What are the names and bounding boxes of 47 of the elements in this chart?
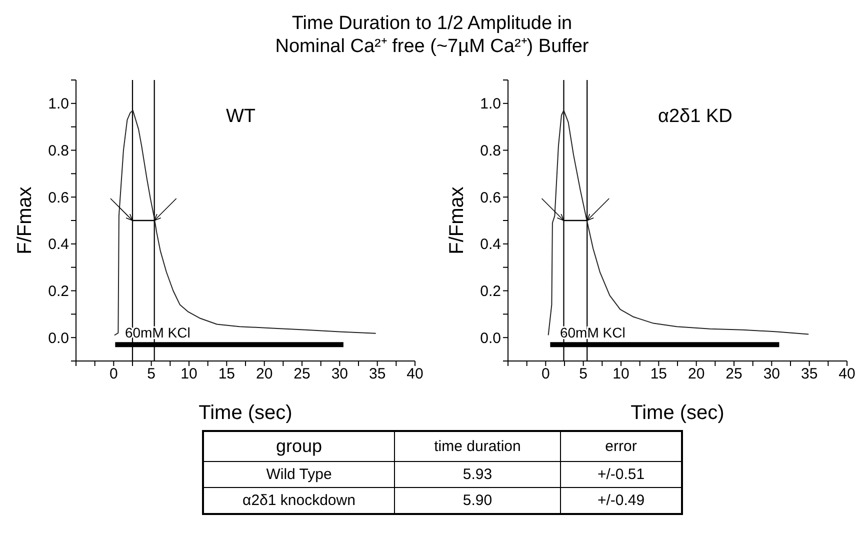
x-tick-label: 10: [180, 366, 198, 383]
y-tick-label: 0.6: [48, 189, 69, 206]
text: time duration: [394, 431, 560, 462]
y-tick-label: 0.6: [480, 189, 501, 206]
text: error: [560, 431, 682, 462]
y-tick-label: 0.0: [480, 330, 501, 347]
y-tick-label: 0.8: [480, 142, 501, 160]
x-tick-label: 5: [147, 366, 156, 383]
chart-subtitle: Nominal Ca²⁺ free (~7µM Ca²⁺) Buffer: [274, 35, 590, 58]
chart-title: Time Duration to 1/2 Amplitude in: [290, 12, 574, 35]
x-tick-label: 40: [406, 366, 424, 383]
x-tick-label: 20: [256, 366, 273, 383]
y-tick-label: 0.8: [48, 142, 69, 160]
x-tick-label: 35: [800, 366, 818, 383]
y-tick-label: 1.0: [48, 96, 69, 113]
x-tick-label: 40: [838, 366, 856, 383]
x-tick-label: 5: [579, 366, 588, 383]
x-tick-label: 25: [726, 366, 742, 383]
text: α2δ1 knockdown: [203, 488, 394, 514]
y-tick-label: 0.4: [48, 236, 69, 254]
x-tick-label: 25: [294, 366, 310, 383]
x-axis-title: Time (sec): [630, 402, 724, 424]
y-tick-label: 0.4: [480, 236, 501, 254]
x-tick-label: 30: [331, 366, 348, 383]
x-tick-label: 10: [612, 366, 630, 383]
x-tick-label: 15: [218, 366, 236, 383]
y-tick-label: 1.0: [480, 96, 501, 113]
text: 5.93: [394, 462, 560, 488]
annotation: α2δ1 KD: [658, 106, 732, 128]
annotation: WT: [226, 106, 256, 128]
text: Wild Type: [203, 462, 394, 488]
x-tick-label: 0: [541, 366, 550, 383]
y-axis-title: F/Fmax: [446, 186, 468, 254]
x-axis-title: Time (sec): [198, 402, 292, 424]
text: 5.90: [394, 488, 560, 514]
x-tick-label: 20: [688, 366, 705, 383]
x-tick-label: 35: [368, 366, 386, 383]
y-tick-label: 0.2: [480, 283, 501, 300]
x-tick-label: 30: [763, 366, 780, 383]
text: +/-0.49: [560, 488, 682, 514]
y-axis-title: F/Fmax: [14, 186, 36, 254]
text: +/-0.51: [560, 462, 682, 488]
x-tick-label: 0: [109, 366, 118, 383]
y-tick-label: 0.0: [48, 330, 69, 347]
text: group: [203, 431, 394, 462]
y-tick-label: 0.2: [48, 283, 69, 300]
x-tick-label: 15: [650, 366, 668, 383]
